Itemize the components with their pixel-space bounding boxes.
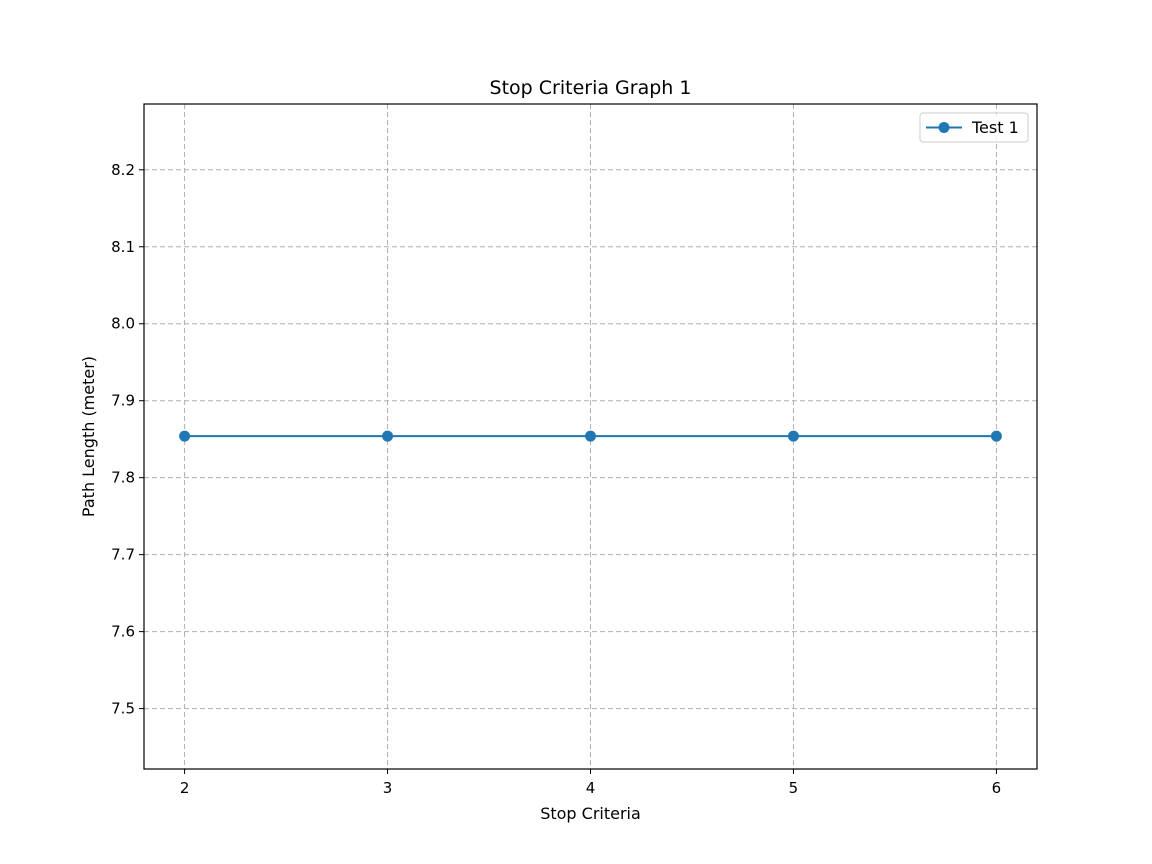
y-tick-label: 7.8 (111, 469, 135, 487)
series-layer (179, 430, 1002, 442)
y-tick-label: 8.0 (111, 315, 135, 333)
y-axis: 7.5 7.6 7.7 7.8 7.9 8.0 8.1 8.2 (111, 161, 144, 718)
y-tick-label: 8.2 (111, 161, 135, 179)
y-tick-label: 8.1 (111, 238, 135, 256)
y-tick-label: 7.6 (111, 623, 135, 641)
legend-label: Test 1 (971, 118, 1019, 137)
x-axis-label: Stop Criteria (540, 804, 641, 823)
y-tick-label: 7.7 (111, 546, 135, 564)
x-tick-label: 3 (383, 779, 393, 797)
y-axis-label: Path Length (meter) (79, 356, 98, 517)
y-tick-label: 7.9 (111, 392, 135, 410)
legend-frame (919, 112, 1029, 143)
data-point-marker (990, 430, 1002, 442)
x-tick-label: 4 (586, 779, 596, 797)
x-tick-label: 6 (992, 779, 1002, 797)
x-tick-label: 2 (180, 779, 190, 797)
chart-title: Stop Criteria Graph 1 (490, 77, 692, 99)
legend-marker-swatch (938, 122, 950, 133)
legend: Test 1 (919, 112, 1029, 143)
data-point-marker (787, 430, 799, 442)
x-tick-label: 5 (789, 779, 799, 797)
data-point-marker (585, 430, 596, 442)
x-axis: 2 3 4 5 6 (180, 769, 1001, 797)
data-point-marker (382, 430, 394, 442)
y-tick-label: 7.5 (111, 700, 135, 718)
data-point-marker (179, 430, 191, 442)
